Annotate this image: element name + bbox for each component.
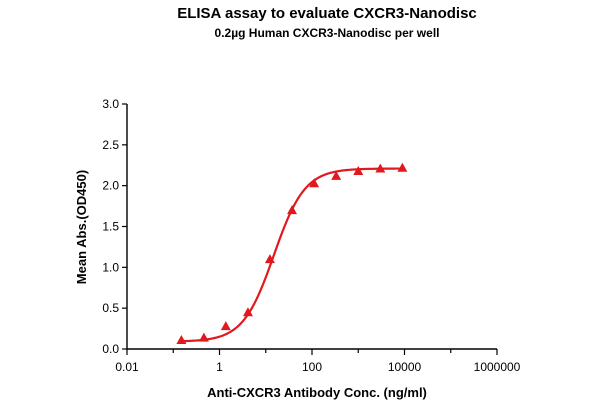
- data-point: [242, 307, 253, 317]
- y-tick-label: 1.0: [102, 260, 119, 274]
- data-point: [375, 163, 386, 173]
- chart-subtitle: 0.2µg Human CXCR3-Nanodisc per well: [215, 26, 440, 40]
- data-point: [353, 165, 364, 175]
- axes: 0.0 0.5 1.0 1.5 2.0 2.5 3.0 0.01 1 100 10000 100000…: [102, 97, 520, 374]
- x-tick-label: 0.01: [115, 360, 139, 374]
- y-tick-label: 1.5: [102, 220, 119, 234]
- x-axis-label: Anti-CXCR3 Antibody Conc. (ng/ml): [207, 385, 427, 400]
- x-tick-label: 100: [302, 360, 322, 374]
- y-tick-label: 3.0: [102, 97, 119, 111]
- fit-curve: [181, 167, 403, 343]
- data-point: [309, 178, 320, 188]
- data-points-layer: [176, 162, 408, 345]
- data-point: [287, 205, 298, 215]
- chart-title: ELISA assay to evaluate CXCR3-Nanodisc: [177, 5, 477, 22]
- y-tick-label: 2.0: [102, 179, 119, 193]
- x-tick-label: 1: [216, 360, 223, 374]
- data-point: [397, 162, 408, 172]
- data-point: [198, 332, 209, 342]
- data-point: [176, 335, 187, 345]
- data-point: [220, 321, 231, 331]
- fit-curve-layer: [181, 167, 403, 343]
- y-tick-label: 2.5: [102, 138, 119, 152]
- data-point: [331, 170, 342, 180]
- x-tick-label: 1000000: [474, 360, 521, 374]
- data-point: [264, 254, 275, 264]
- y-axis-label: Mean Abs.(OD450): [74, 170, 89, 284]
- y-tick-label: 0.0: [102, 342, 119, 356]
- x-tick-label: 10000: [388, 360, 422, 374]
- y-tick-label: 0.5: [102, 301, 119, 315]
